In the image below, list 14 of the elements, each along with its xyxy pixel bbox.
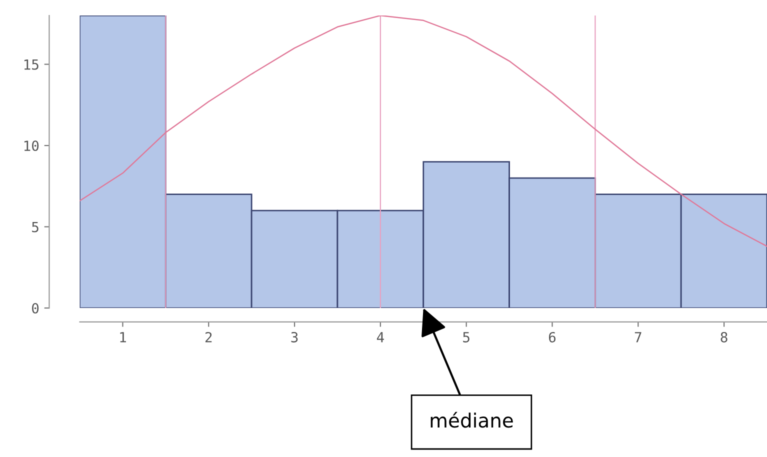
x-tick-label: 5 (463, 332, 470, 342)
x-tick-label: 6 (548, 332, 556, 342)
x-tick-label: 4 (376, 332, 384, 342)
x-tick-label: 2 (205, 332, 212, 342)
y-tick-label: 15 (24, 59, 38, 70)
x-tick-label: 7 (634, 332, 642, 342)
y-tick-label: 5 (32, 222, 38, 232)
y-tick-label: 10 (24, 140, 39, 152)
x-tick-label: 8 (720, 332, 728, 342)
y-tick-label: 0 (32, 303, 39, 314)
x-tick-label: 1 (120, 332, 126, 342)
line-series (80, 16, 767, 247)
x-tick-label: 3 (291, 332, 298, 342)
annotation: médiane (430, 412, 513, 428)
